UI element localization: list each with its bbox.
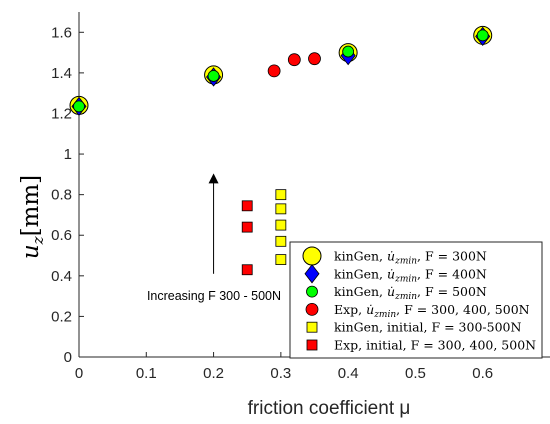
y-tick-label: 0.4 [51,268,72,285]
data-point [342,45,355,58]
series-5 [275,189,287,265]
data-point [275,254,287,265]
legend-entry: Exp, initial, F = 300, 400, 500N [334,338,536,353]
series-6 [241,200,253,276]
data-point [275,189,287,201]
y-tick-label: 1.4 [51,65,72,82]
x-tick-label: 0.5 [405,365,426,382]
annotation: Increasing F 300 - 500N [147,173,281,303]
x-tick-label: 0.2 [203,365,224,382]
legend-marker [306,285,318,298]
x-tick-label: 0.6 [472,365,493,382]
data-point [207,70,220,82]
y-axis-label-unit: [mm] [18,175,44,237]
legend-entry: kinGen, u̇zmin, F = 300N [334,249,487,267]
x-tick-label: 0 [75,365,83,382]
data-point [241,200,253,212]
legend-entry: kinGen, u̇zmin, F = 500N [334,284,487,302]
data-point [267,64,281,78]
series-4 [267,52,321,78]
y-tick-label: 1 [64,146,72,163]
data-point [476,29,489,42]
y-tick-label: 0.8 [51,187,72,204]
legend-entry: kinGen, u̇zmin, F = 400N [334,266,487,284]
legend-marker [305,302,319,316]
y-tick-label: 0.6 [51,227,72,244]
y-tick-label: 1.2 [51,105,72,122]
legend-marker [304,264,320,284]
data-point [73,100,85,113]
x-axis-label: friction coefficient μ [248,398,411,419]
legend-marker [302,246,322,266]
x-tick-label: 0.3 [270,365,291,382]
x-tick-label: 0.1 [136,365,157,382]
data-point [241,221,253,233]
legend-entry: Exp, u̇zmin, F = 300, 400, 500N [334,302,530,320]
series-layer [69,25,493,276]
y-tick-label: 0 [64,349,72,366]
data-point [275,235,287,247]
y-tick-label: 1.6 [51,24,72,41]
data-point [275,219,287,231]
legend-box [289,241,543,359]
legend-marker [306,339,318,351]
legend-marker [306,321,318,333]
data-point [241,264,253,276]
data-point [275,203,287,215]
annotation-text: Increasing F 300 - 500N [147,289,281,303]
y-axis-label-subscript: z [29,236,47,245]
y-tick-label: 0.2 [51,308,72,325]
series-3 [73,29,489,113]
data-point [287,53,301,67]
x-tick-label: 0.4 [338,365,359,382]
data-point [308,52,321,66]
y-axis-label-symbol: u [18,244,44,259]
legend-entry: kinGen, initial, F = 300-500N [334,320,522,335]
y-axis-label: uz[mm] [18,175,47,259]
